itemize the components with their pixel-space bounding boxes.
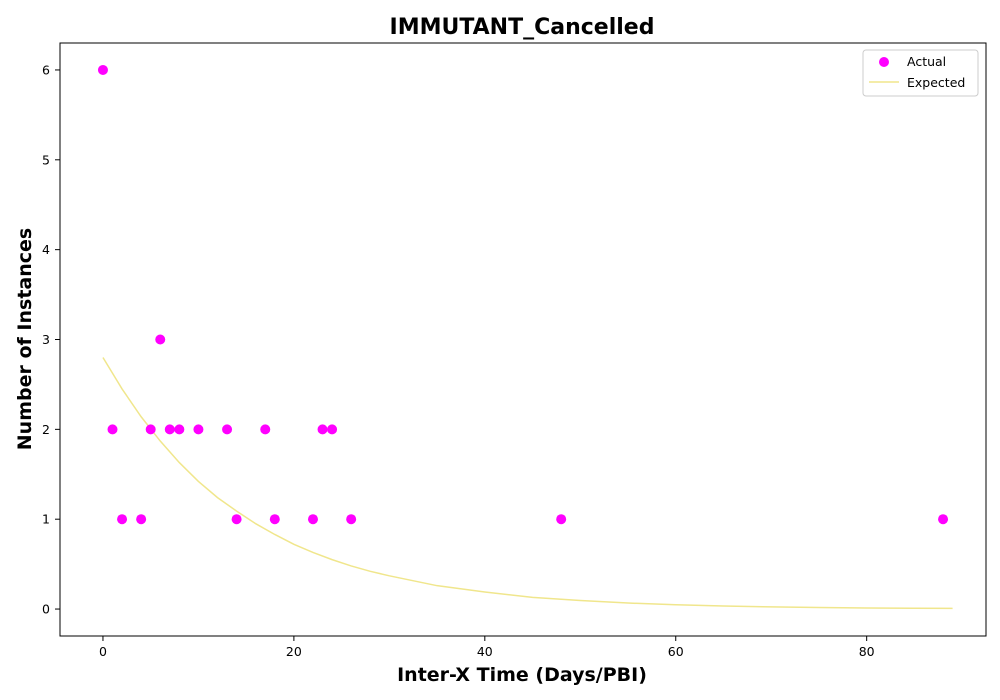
- y-tick-label: 0: [42, 602, 50, 617]
- y-axis: 0 1 2 3 4 5 6: [42, 62, 60, 617]
- y-tick-label: 6: [42, 62, 50, 77]
- actual-point: [117, 514, 128, 525]
- legend-actual-label: Actual: [907, 54, 946, 69]
- y-tick-label: 3: [42, 332, 50, 347]
- actual-point: [193, 424, 204, 435]
- actual-point: [222, 424, 233, 435]
- actual-point: [231, 514, 242, 525]
- actual-point: [938, 514, 949, 525]
- actual-point: [317, 424, 328, 435]
- actual-point: [164, 424, 175, 435]
- y-tick-label: 5: [42, 152, 50, 167]
- actual-point: [145, 424, 156, 435]
- x-tick-label: 80: [859, 644, 875, 659]
- chart-title: IMMUTANT_Cancelled: [390, 15, 655, 40]
- actual-points-layer: [97, 64, 949, 525]
- legend-box: [862, 49, 979, 97]
- legend-expected-label: Expected: [907, 75, 965, 90]
- y-tick-label: 1: [42, 512, 50, 527]
- actual-point: [346, 514, 357, 525]
- y-tick-label: 4: [42, 242, 50, 257]
- x-tick-label: 60: [668, 644, 684, 659]
- expected-line-layer: [102, 357, 953, 610]
- legend: Actual Expected: [862, 49, 979, 97]
- x-tick-label: 20: [286, 644, 302, 659]
- actual-point: [307, 514, 318, 525]
- y-axis-label: Number of Instances: [14, 228, 36, 450]
- actual-point: [327, 424, 338, 435]
- actual-point: [269, 514, 280, 525]
- x-axis-label: Inter-X Time (Days/PBI): [397, 664, 647, 686]
- actual-point: [556, 514, 567, 525]
- x-tick-label: 0: [99, 644, 107, 659]
- actual-point: [260, 424, 271, 435]
- actual-point: [136, 514, 147, 525]
- actual-point: [97, 64, 108, 75]
- legend-actual-marker: [879, 57, 889, 67]
- y-tick-label: 2: [42, 422, 50, 437]
- actual-point: [174, 424, 185, 435]
- x-tick-label: 40: [477, 644, 493, 659]
- expected-line: [102, 357, 953, 610]
- actual-point: [107, 424, 118, 435]
- actual-point: [155, 334, 166, 345]
- plot-frame: [59, 42, 987, 637]
- x-axis: 0 20 40 60 80: [99, 636, 875, 659]
